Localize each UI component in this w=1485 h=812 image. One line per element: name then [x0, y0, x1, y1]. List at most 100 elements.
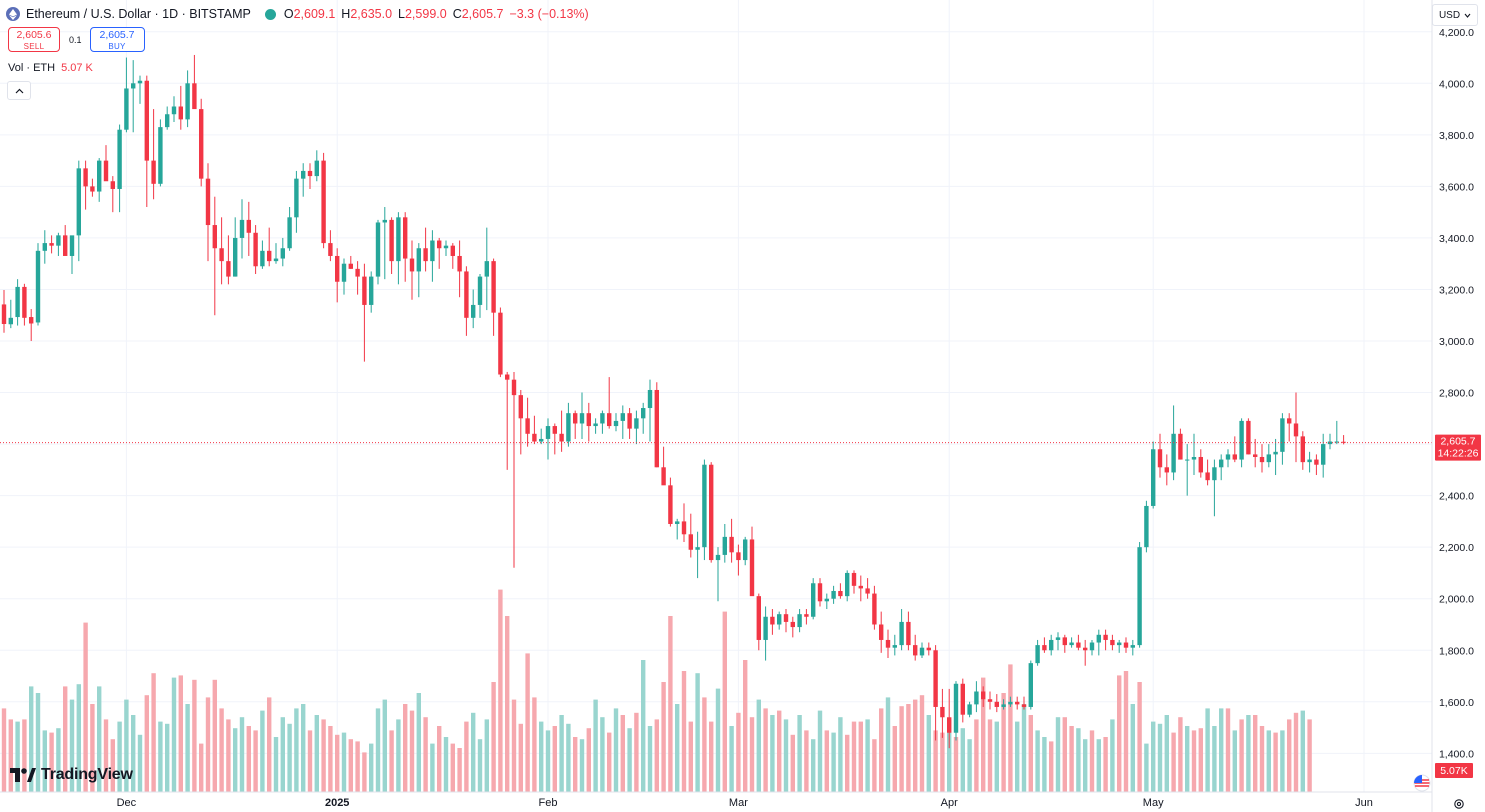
volume-bar	[539, 721, 544, 792]
candle-body	[110, 181, 115, 189]
volume-bar	[770, 715, 775, 792]
volume-bar	[661, 682, 666, 792]
candle-body	[178, 106, 183, 120]
volume-bar	[831, 732, 836, 792]
volume-bar	[273, 737, 279, 792]
volume-bar	[301, 704, 306, 792]
volume-bar	[1069, 726, 1074, 792]
volume-bar	[199, 743, 204, 792]
candle-body	[97, 160, 102, 192]
time-axis[interactable]: Dec 2025 Feb Mar Apr May Jun	[0, 791, 1432, 809]
volume-bar	[171, 677, 177, 792]
candle-body	[171, 106, 177, 115]
volume-bar	[369, 743, 374, 792]
candle-body	[253, 232, 258, 267]
candle-body	[1273, 451, 1278, 455]
volume-legend[interactable]: Vol · ETH 5.07 K	[8, 62, 93, 74]
volume-bar	[783, 719, 789, 792]
volume-bar	[729, 726, 734, 792]
volume-legend-value: 5.07 K	[61, 62, 93, 74]
candle-body	[491, 261, 496, 313]
volume-bar	[389, 730, 394, 792]
candle-body	[335, 255, 340, 282]
candle-body	[1055, 637, 1061, 640]
volume-bar	[56, 728, 61, 792]
volume-bar	[1062, 717, 1067, 792]
price-tick-label: 1,600.0	[1439, 697, 1474, 709]
candle-body	[620, 413, 625, 421]
collapse-legend-button[interactable]	[7, 81, 31, 100]
candle-body	[1137, 547, 1142, 646]
market-status-dot[interactable]	[264, 8, 276, 20]
candle-body	[1225, 454, 1231, 460]
volume-bar	[382, 699, 387, 792]
volume-bar	[634, 712, 639, 792]
candle-body	[341, 263, 347, 282]
volume-bar	[35, 693, 41, 792]
volume-bar	[1035, 730, 1040, 792]
volume-bar	[1198, 728, 1203, 792]
candle-body	[899, 621, 904, 646]
candle-body	[1028, 663, 1033, 707]
chevron-down-icon	[1464, 13, 1471, 18]
volume-bar	[1001, 693, 1006, 792]
volume-bar	[49, 732, 54, 792]
candle-body	[858, 585, 863, 589]
volume-bar	[1096, 739, 1101, 792]
candle-body	[212, 225, 217, 249]
buy-button[interactable]: 2,605.7 BUY	[89, 27, 145, 52]
volume-bar	[817, 710, 823, 792]
volume-bar	[246, 726, 251, 792]
candle-body	[185, 83, 190, 120]
gear-icon[interactable]	[1453, 798, 1465, 810]
volume-bar	[600, 717, 605, 792]
flag-icon[interactable]	[1411, 774, 1431, 792]
volume-bar	[981, 677, 986, 792]
candle-body	[831, 590, 836, 599]
volume-bar	[838, 717, 843, 792]
ohlc-low: L2,599.0	[398, 7, 447, 21]
price-tick-label: 2,200.0	[1439, 542, 1474, 554]
volume-bar	[1151, 721, 1156, 792]
volume-bar	[987, 719, 993, 792]
candle-body	[69, 235, 75, 256]
ohlc-open: O2,609.1	[283, 7, 336, 21]
volume-bar	[743, 660, 748, 792]
sell-button[interactable]: 2,605.6 SELL	[8, 27, 60, 52]
candle-body	[675, 521, 680, 524]
candle-body	[375, 222, 381, 277]
volume-bar	[532, 697, 537, 792]
candle-body	[811, 583, 816, 617]
volume-bar	[76, 684, 81, 792]
volume-bar	[212, 679, 217, 792]
ohlc-high: H2,635.0	[341, 7, 393, 21]
symbol-title[interactable]: Ethereum / U.S. Dollar · 1D · BITSTAMP	[26, 7, 251, 21]
tradingview-logo[interactable]: TradingView	[10, 766, 133, 784]
volume-bar	[960, 728, 965, 792]
volume-bar	[178, 675, 183, 792]
volume-bar	[1021, 704, 1027, 792]
volume-bar	[777, 710, 782, 792]
candle-body	[369, 276, 374, 305]
volume-bar	[722, 611, 727, 792]
candle-body	[1232, 454, 1237, 460]
time-tick-label: Mar	[729, 797, 748, 809]
currency-selector[interactable]: USD	[1432, 4, 1478, 26]
candle-body	[1123, 642, 1129, 648]
volume-bar	[307, 730, 313, 792]
price-axis[interactable]: 1,400.0 1,600.0 1,800.0 2,000.0 2,200.0 2,400…	[1431, 0, 1474, 812]
candle-body	[273, 258, 279, 262]
volume-bar	[267, 697, 272, 792]
volume-bar	[185, 704, 190, 792]
candle-body	[8, 317, 13, 325]
volume-bar	[498, 589, 503, 792]
volume-bar	[1307, 719, 1312, 792]
candle-body	[974, 691, 979, 705]
candle-body	[1191, 456, 1197, 460]
volume-bar	[1178, 717, 1183, 792]
currency-value: USD	[1438, 9, 1461, 21]
volume-bar	[219, 708, 224, 792]
volume-bar	[518, 723, 523, 792]
